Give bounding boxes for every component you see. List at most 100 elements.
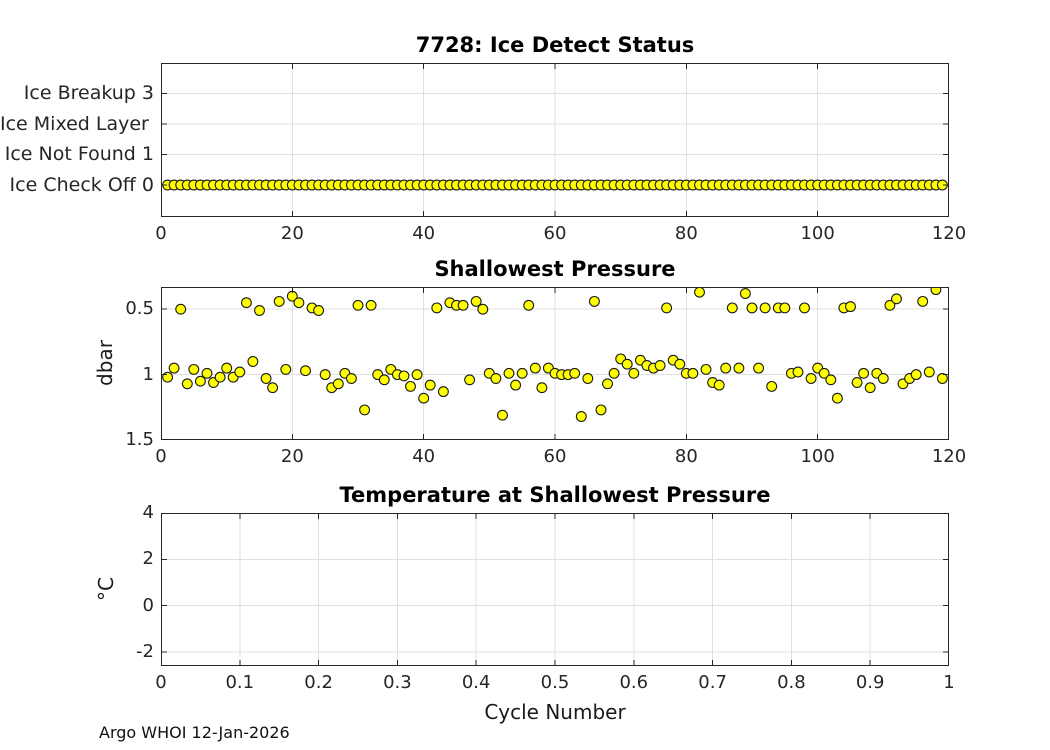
x-tick-label: 1: [943, 672, 955, 693]
data-point-marker: [431, 302, 443, 314]
x-tick-label: 60: [543, 446, 567, 467]
data-point-marker: [792, 366, 804, 378]
data-point-marker: [766, 380, 778, 392]
data-point-marker: [345, 373, 357, 384]
data-point-marker: [720, 362, 732, 374]
data-point-marker: [923, 366, 935, 378]
data-point-marker: [713, 379, 725, 391]
data-point-marker: [254, 305, 265, 316]
data-point-marker: [884, 299, 896, 311]
data-point-marker: [661, 302, 673, 314]
axes-frame: [161, 63, 949, 217]
y-tick-label: -2: [136, 641, 154, 663]
y-tick-label: 4: [142, 502, 154, 523]
chart-title-ice-detect-status: 7728: Ice Detect Status: [415, 33, 695, 57]
chart-title-shallowest-pressure: Shallowest Pressure: [434, 257, 676, 281]
data-point-marker: [319, 369, 331, 381]
data-point-marker: [352, 299, 364, 311]
data-point-marker: [799, 302, 810, 314]
x-tick-label: 0.7: [698, 672, 727, 693]
data-points-shallowest-pressure: [162, 287, 948, 422]
data-point-marker: [602, 378, 613, 390]
data-point-marker: [864, 382, 876, 394]
data-point-marker: [858, 367, 870, 379]
data-point-marker: [162, 371, 174, 383]
data-point-marker: [280, 363, 292, 375]
x-tick-label: 0.1: [225, 672, 255, 693]
x-tick-label: 0.9: [855, 672, 885, 693]
axes-frame: [161, 287, 949, 440]
data-point-marker: [457, 299, 469, 311]
data-point-marker: [188, 363, 200, 375]
x-axis-label-cycle-number: Cycle Number: [484, 700, 626, 724]
x-tick-label: 120: [931, 446, 967, 467]
data-point-marker: [234, 366, 246, 378]
chart-title-temperature: Temperature at Shallowest Pressure: [339, 483, 771, 507]
data-point-marker: [536, 382, 548, 394]
y-tick-label: Ice Not Found 1: [4, 143, 154, 166]
data-point-marker: [687, 367, 699, 379]
y-tick-label: 0: [142, 594, 154, 616]
data-points-ice-detect-status: [162, 179, 948, 191]
x-tick-label: 0: [155, 446, 167, 467]
data-point-marker: [464, 374, 476, 386]
x-tick-label: 100: [800, 446, 835, 467]
data-point-marker: [739, 288, 751, 299]
data-point-marker: [628, 367, 640, 379]
x-tick-label: 20: [280, 446, 304, 467]
data-point-marker: [194, 375, 206, 387]
data-point-marker: [746, 302, 758, 314]
y-tick-label: 1.5: [125, 429, 154, 450]
y-tick-label: Ice Mixed Layer 2: [0, 112, 154, 135]
x-tick-label: 0.6: [619, 672, 649, 693]
data-point-marker: [910, 369, 922, 381]
axes-temperature-at-shallowest-pressure: [161, 513, 949, 666]
data-point-marker: [516, 367, 528, 379]
data-point-marker: [608, 367, 620, 379]
data-point-marker: [582, 373, 594, 384]
data-point-marker: [405, 380, 416, 392]
y-tick-label: 0.5: [125, 298, 154, 320]
data-point-marker: [247, 356, 259, 367]
data-point-marker: [805, 373, 817, 384]
x-tick-label: 80: [674, 446, 698, 467]
x-tick-label: 0: [155, 223, 167, 244]
data-point-marker: [313, 305, 325, 316]
data-point-marker: [181, 378, 193, 390]
data-point-marker: [779, 302, 791, 314]
data-point-marker: [418, 392, 430, 404]
data-point-marker: [753, 362, 765, 374]
x-tick-label: 0.3: [383, 672, 412, 693]
x-tick-label: 0.4: [461, 672, 491, 693]
data-point-marker: [365, 299, 377, 311]
data-point-marker: [523, 299, 535, 311]
data-point-marker: [424, 379, 436, 391]
y-tick-label: Ice Check Off 0: [9, 173, 154, 196]
y-tick-label: 1: [142, 363, 154, 385]
data-point-marker: [503, 367, 515, 379]
x-tick-label: 0.8: [777, 672, 806, 693]
axes-frame: [161, 513, 949, 666]
data-point-marker: [694, 287, 705, 298]
axes-ice-detect-status: [161, 63, 949, 217]
data-point-marker: [260, 373, 272, 384]
data-point-marker: [359, 404, 371, 416]
axes-shallowest-pressure: [161, 287, 949, 440]
data-point-marker: [733, 362, 745, 374]
x-tick-label: 120: [931, 223, 967, 244]
data-point-marker: [490, 373, 502, 384]
data-point-marker: [378, 374, 390, 386]
data-point-marker: [221, 362, 233, 374]
data-point-marker: [575, 411, 587, 422]
data-point-marker: [825, 374, 837, 386]
y-tick-label: Ice Breakup 3: [23, 82, 154, 105]
data-point-marker: [726, 302, 738, 314]
data-point-marker: [891, 293, 902, 305]
data-point-marker: [700, 363, 712, 375]
x-tick-label: 0: [155, 672, 167, 693]
x-tick-label: 60: [543, 223, 567, 244]
x-tick-label: 0.5: [540, 672, 570, 693]
data-point-marker: [936, 373, 948, 384]
data-point-marker: [201, 367, 213, 379]
data-point-marker: [831, 392, 843, 404]
